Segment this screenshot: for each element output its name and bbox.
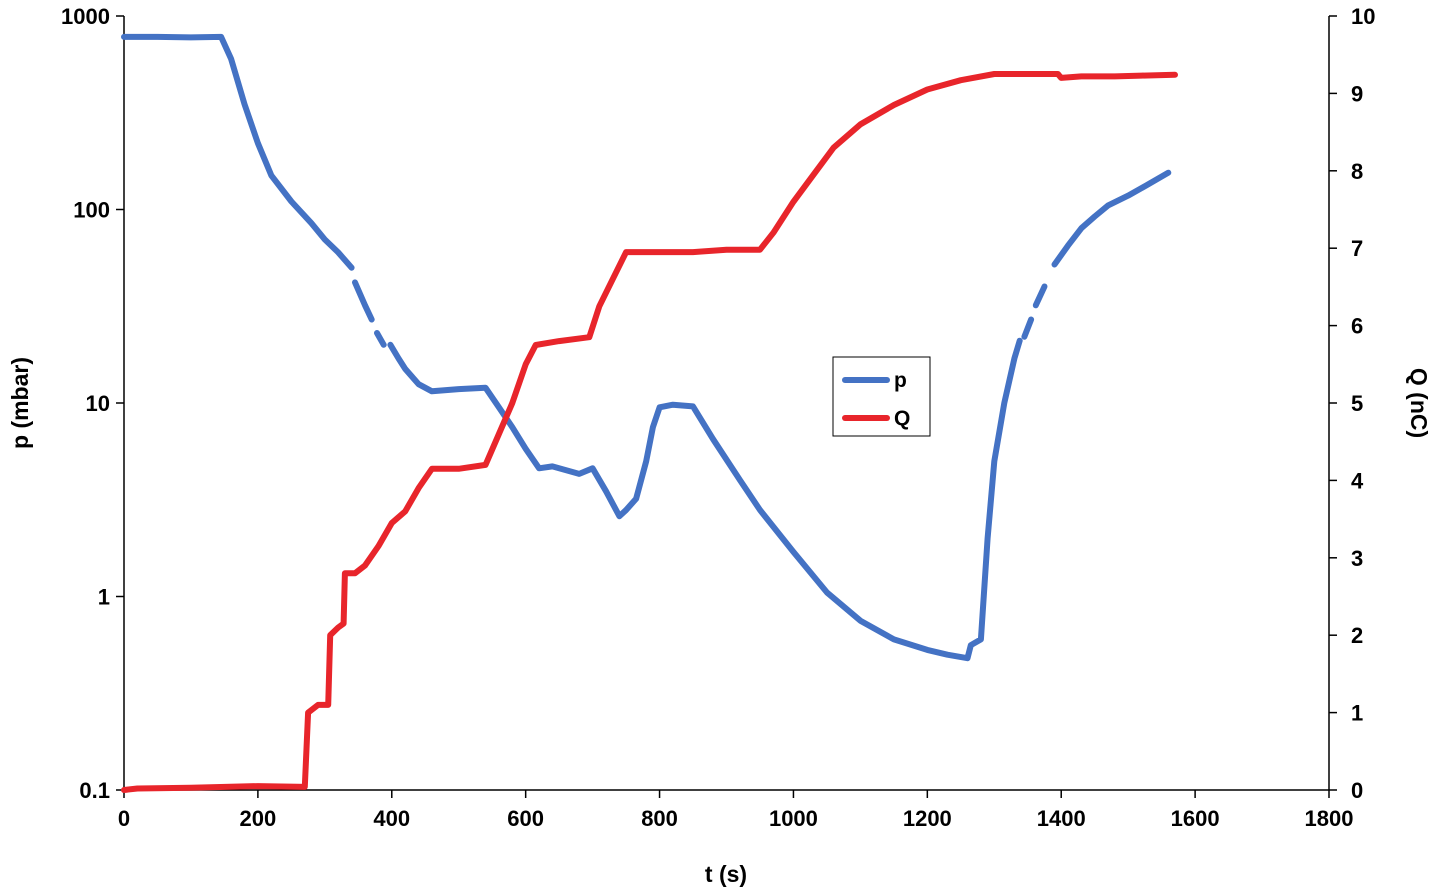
series-line-p: [121, 33, 355, 271]
y2-axis-title: Q (nC): [1406, 368, 1430, 438]
series-line-p: [387, 337, 1023, 662]
x-tick-label: 600: [507, 806, 544, 831]
x-tick-label: 1600: [1171, 806, 1220, 831]
y-axis-ticks: 0.1 1 10 100 1000: [61, 4, 124, 803]
legend: p Q: [832, 356, 931, 437]
series-layer: [121, 33, 1178, 793]
x-tick-label: 1800: [1305, 806, 1354, 831]
y2-tick-label: 3: [1351, 546, 1363, 571]
y2-tick-label: 9: [1351, 81, 1363, 106]
legend-box: [832, 356, 931, 437]
y2-tick-label: 7: [1351, 236, 1363, 261]
series-line-p: [1051, 169, 1172, 268]
y2-tick-label: 1: [1351, 701, 1363, 726]
y2-tick-label: 2: [1351, 623, 1363, 648]
x-tick-label: 200: [240, 806, 277, 831]
y2-tick-label: 10: [1351, 4, 1375, 29]
series-line-q: [121, 71, 1178, 793]
y-tick-label: 1000: [61, 4, 110, 29]
x-tick-label: 0: [118, 806, 130, 831]
series-line-p: [352, 279, 375, 323]
y2-tick-label: 5: [1351, 391, 1363, 416]
x-tick-label: 1000: [769, 806, 818, 831]
y2-tick-label: 0: [1351, 778, 1363, 803]
x-axis-title: t (s): [705, 861, 747, 887]
y2-tick-label: 4: [1351, 468, 1364, 493]
x-axis-ticks: 0 200 400 600 800 1000 1200 1400 1600 1800: [118, 790, 1354, 831]
chart-axes: [123, 16, 1330, 791]
y-tick-label: 100: [73, 198, 110, 223]
series-line-p: [1021, 316, 1035, 340]
y2-axis-ticks: 0 1 2 3 4 5 6 7 8 9 10: [1329, 4, 1375, 803]
y-tick-label: 10: [86, 391, 110, 416]
x-tick-label: 1200: [903, 806, 952, 831]
x-tick-label: 400: [373, 806, 410, 831]
series-line-p: [1032, 283, 1048, 309]
series-line-p: [374, 330, 387, 348]
legend-label-q: Q: [894, 407, 910, 430]
y-tick-label: 0.1: [79, 778, 110, 803]
x-tick-label: 800: [641, 806, 678, 831]
legend-label-p: p: [894, 369, 907, 392]
y-tick-label: 1: [98, 585, 110, 610]
y2-tick-label: 8: [1351, 159, 1363, 184]
y-axis-title: p (mbar): [7, 357, 33, 449]
x-tick-label: 1400: [1037, 806, 1086, 831]
y2-tick-label: 6: [1351, 314, 1363, 339]
